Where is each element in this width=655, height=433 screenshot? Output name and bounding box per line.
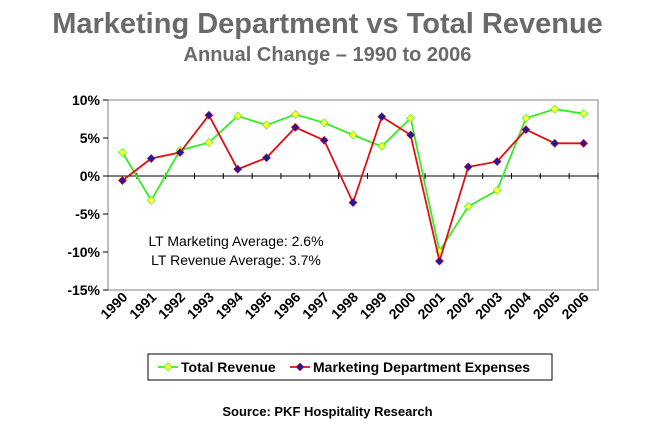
- data-point: [348, 198, 358, 208]
- data-point: [435, 256, 444, 266]
- x-tick-label: 2004: [501, 289, 534, 322]
- data-point: [290, 122, 300, 132]
- data-point: [146, 154, 156, 163]
- data-point: [377, 112, 387, 122]
- chart-title: Marketing Department vs Total Revenue: [52, 8, 603, 40]
- x-tick-label: 1998: [328, 289, 361, 322]
- data-point: [521, 113, 531, 123]
- average-annotation: LT Revenue Average: 3.7%: [151, 252, 321, 268]
- x-tick-label: 1991: [126, 289, 159, 322]
- chart-subtitle: Annual Change – 1990 to 2006: [183, 44, 472, 66]
- data-point: [521, 125, 531, 135]
- data-point: [175, 148, 185, 157]
- data-point: [348, 130, 358, 140]
- legend-item-1: Marketing Department Expenses: [290, 359, 530, 375]
- x-tick-label: 1993: [184, 289, 217, 322]
- data-point: [463, 201, 473, 211]
- source-note: Source: PKF Hospitality Research: [222, 404, 433, 419]
- x-tick-label: 1994: [212, 289, 245, 322]
- data-point: [233, 164, 243, 174]
- data-point: [319, 118, 329, 128]
- x-tick-label: 2000: [385, 289, 418, 322]
- series-layer: [117, 104, 589, 266]
- x-tick-label: 2003: [472, 289, 505, 322]
- x-tick-label: 1992: [155, 289, 188, 322]
- y-tick-label: 5%: [80, 130, 101, 146]
- data-point: [262, 120, 271, 130]
- data-point: [262, 153, 271, 163]
- series-0: [117, 104, 589, 256]
- x-tick-label: 1996: [270, 289, 303, 322]
- data-point: [463, 162, 473, 172]
- x-tick-label: 1990: [97, 289, 130, 322]
- data-point: [579, 138, 589, 148]
- series-1: [117, 110, 589, 266]
- data-point: [550, 104, 560, 114]
- x-tick-label: 1999: [357, 289, 390, 322]
- data-point: [406, 113, 416, 123]
- data-point: [377, 141, 387, 151]
- y-tick-label: 10%: [72, 92, 101, 108]
- y-tick-label: -5%: [75, 206, 100, 222]
- average-annotation: LT Marketing Average: 2.6%: [148, 233, 323, 249]
- annotations: LT Marketing Average: 2.6% LT Revenue Ave…: [148, 233, 323, 268]
- x-tick-label: 2002: [443, 289, 476, 322]
- data-point: [406, 130, 416, 140]
- y-tick-label: -15%: [67, 282, 100, 298]
- x-tick-label: 1995: [241, 289, 274, 322]
- x-tick-label: 2005: [530, 289, 563, 322]
- data-point: [117, 148, 127, 157]
- legend-marker: [295, 362, 305, 372]
- x-tick-label: 2006: [558, 289, 591, 322]
- data-point: [319, 135, 329, 145]
- legend-item-0: Total Revenue: [158, 359, 276, 375]
- data-point: [146, 195, 156, 205]
- data-point: [290, 110, 300, 119]
- legend-marker: [163, 362, 173, 372]
- legend-box: [147, 353, 553, 381]
- legend-label: Total Revenue: [181, 359, 276, 375]
- legend-label: Marketing Department Expenses: [313, 359, 530, 375]
- data-point: [579, 109, 589, 119]
- y-tick-label: -10%: [67, 244, 100, 260]
- x-tick-label: 2001: [414, 289, 447, 322]
- data-point: [492, 157, 502, 166]
- y-tick-label: 0%: [80, 168, 101, 184]
- data-point: [233, 111, 243, 121]
- legend: Total Revenue Marketing Department Expens…: [147, 353, 553, 381]
- data-point: [550, 138, 560, 148]
- data-point: [492, 186, 502, 195]
- data-point: [204, 110, 214, 120]
- x-tick-label: 1997: [299, 289, 332, 322]
- data-point: [204, 138, 214, 147]
- data-point: [117, 176, 127, 185]
